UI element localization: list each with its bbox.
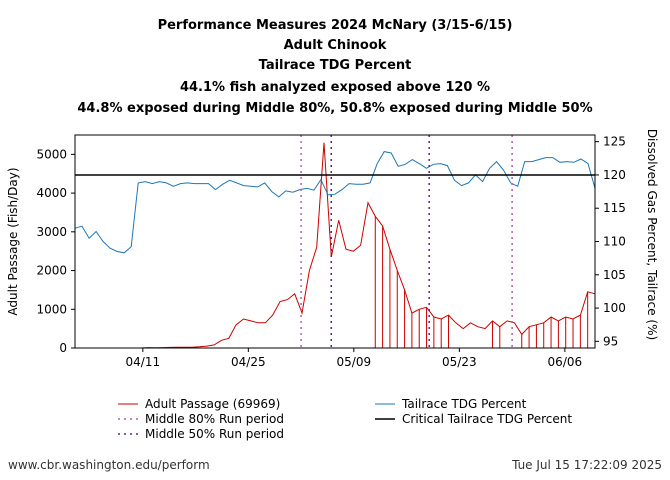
y2-tick-label: 120 (603, 168, 626, 182)
title-line-5: 44.8% exposed during Middle 80%, 50.8% e… (77, 101, 592, 116)
title-line-4: 44.1% fish analyzed exposed above 120 % (180, 80, 490, 95)
legend: Adult Passage (69969)Middle 80% Run peri… (118, 397, 572, 441)
footer-timestamp: Tue Jul 15 17:22:09 2025 (512, 458, 662, 472)
y-tick-label: 3000 (36, 225, 67, 239)
title-line-3: Tailrace TDG Percent (259, 58, 412, 73)
legend-passage-label: Adult Passage (69969) (145, 397, 280, 411)
chart-title: Performance Measures 2024 McNary (3/15-6… (77, 18, 592, 116)
x-tick-label: 04/11 (126, 355, 161, 369)
footer-url: www.cbr.washington.edu/perform (8, 458, 210, 472)
plot-area (74, 135, 596, 349)
y-tick-label: 0 (59, 341, 67, 355)
x-tick-label: 06/06 (548, 355, 583, 369)
y2-tick-label: 100 (603, 301, 626, 315)
y-axis-label: Adult Passage (Fish/Day) (6, 167, 20, 315)
legend-m80-label: Middle 80% Run period (145, 412, 284, 426)
title-line-2: Adult Chinook (284, 38, 387, 53)
plot-frame (74, 134, 596, 349)
y2-axis-label: Dissolved Gas Percent, Tailrace (%) (645, 129, 659, 340)
title-line-1: Performance Measures 2024 McNary (3/15-6… (158, 18, 513, 33)
axes: 0 1000 2000 3000 4000 5000 95 100 105 110 115 120 12… (6, 129, 659, 369)
y-tick-label: 5000 (36, 147, 67, 161)
passage-line (75, 142, 596, 349)
legend-critical-label: Critical Tailrace TDG Percent (402, 412, 572, 426)
legend-tdg-label: Tailrace TDG Percent (401, 397, 527, 411)
x-tick-label: 04/25 (231, 355, 266, 369)
y2-tick-label: 125 (603, 135, 626, 149)
y-tick-label: 2000 (36, 264, 67, 278)
x-tick-label: 05/09 (337, 355, 372, 369)
y2-tick-label: 95 (603, 334, 618, 348)
y-tick-label: 4000 (36, 186, 67, 200)
y-tick-label: 1000 (36, 302, 67, 316)
y2-tick-label: 105 (603, 268, 626, 282)
y2-tick-label: 115 (603, 201, 626, 215)
x-tick-label: 05/23 (442, 355, 477, 369)
tdg-line (74, 151, 596, 254)
y2-tick-label: 110 (603, 235, 626, 249)
legend-m50-label: Middle 50% Run period (145, 427, 284, 441)
